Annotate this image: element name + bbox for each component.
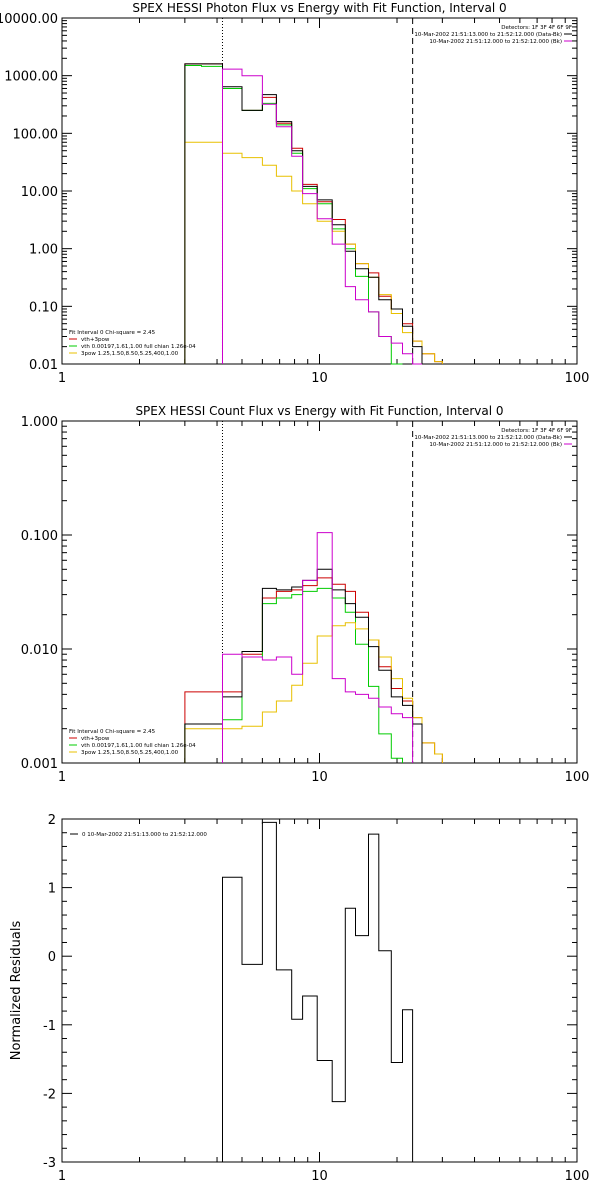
- plot-frame: [61, 420, 578, 764]
- plot-frame: [61, 818, 578, 1163]
- chart-title: SPEX HESSI Count Flux vs Energy with Fit…: [135, 404, 503, 418]
- legend-entry: 3pow 1.25,1.50,8.50,5.25,400,1.00: [81, 750, 179, 756]
- y-tick-label: 0.001: [21, 757, 58, 772]
- legend-right-entry: Detectors: 1F 3F 4F 6F 9F: [501, 428, 572, 434]
- series-vth-3pow: [184, 577, 443, 763]
- y-tick-label: 10.00: [21, 185, 58, 200]
- legend-right-entry: 10-Mar-2002 21:51:13.000 to 21:52:12.000…: [414, 32, 562, 38]
- fit-info: Fit Interval 0 Chi-square = 2.45: [69, 330, 156, 336]
- legend-entry: vth+3pow: [81, 736, 110, 742]
- y-tick-label: 0: [48, 950, 56, 965]
- series-background: [222, 68, 422, 365]
- series-3pow-1-25-1-50-8-50-5-25-400-1-00: [184, 141, 443, 364]
- y-axis-label: Normalized Residuals: [9, 921, 24, 1061]
- y-tick-label: 1: [48, 882, 56, 897]
- x-tick-label: 100: [565, 770, 590, 785]
- y-tick-label: 10000.00: [0, 12, 58, 27]
- legend-entry: 0 10-Mar-2002 21:51:13.000 to 21:52:12.0…: [82, 832, 207, 838]
- y-tick-label: 0.10: [29, 300, 58, 315]
- x-tick-label: 100: [565, 1169, 590, 1184]
- series-3pow-1-25-1-50-8-50-5-25-400-1-00: [184, 622, 443, 763]
- series-background: [222, 532, 414, 763]
- y-tick-label: 0.100: [21, 529, 58, 544]
- count-flux-panel: SPEX HESSI Count Flux vs Energy with Fit…: [21, 404, 590, 785]
- x-tick-label: 1: [58, 770, 66, 785]
- legend-right-entry: 10-Mar-2002 21:51:12.000 to 21:52:12.000…: [429, 442, 562, 448]
- series-vth-0-00197-1-61-1-00-full-chian-1-26e-04: [184, 587, 403, 763]
- x-tick-label: 10: [311, 1169, 328, 1184]
- legend-entry: vth 0.00197,1.61,1.00 full chian 1.26e-0…: [81, 344, 196, 350]
- x-tick-label: 10: [311, 371, 328, 386]
- y-tick-label: 2: [48, 813, 56, 828]
- chart-title: SPEX HESSI Photon Flux vs Energy with Fi…: [132, 1, 506, 15]
- y-tick-label: 0.010: [21, 643, 58, 658]
- y-tick-label: 100.00: [13, 127, 59, 142]
- y-tick-label: 1.000: [21, 415, 58, 430]
- y-tick-label: 1000.00: [4, 70, 58, 85]
- series-data: [184, 63, 423, 364]
- series-vth-3pow: [184, 63, 443, 364]
- fit-info: Fit Interval 0 Chi-square = 2.45: [69, 729, 156, 735]
- y-tick-label: -1: [43, 1019, 56, 1034]
- photon-flux-panel: SPEX HESSI Photon Flux vs Energy with Fi…: [0, 1, 589, 386]
- series-vth-0-00197-1-61-1-00-full-chian-1-26e-04: [184, 65, 403, 365]
- x-tick-label: 1: [58, 1169, 66, 1184]
- plot-frame: [61, 17, 578, 365]
- y-tick-label: -2: [43, 1087, 56, 1102]
- x-tick-label: 1: [58, 371, 66, 386]
- legend-right-entry: 10-Mar-2002 21:51:13.000 to 21:52:12.000…: [414, 435, 562, 441]
- x-tick-label: 10: [311, 770, 328, 785]
- y-tick-label: 1.00: [29, 243, 58, 258]
- legend-right-entry: Detectors: 1F 3F 4F 6F 9F: [501, 25, 572, 31]
- x-tick-label: 100: [565, 371, 590, 386]
- legend-entry: 3pow 1.25,1.50,8.50,5.25,400,1.00: [81, 351, 179, 357]
- y-tick-label: -3: [43, 1156, 56, 1171]
- legend-entry: vth 0.00197,1.61,1.00 full chian 1.26e-0…: [81, 743, 196, 749]
- y-tick-label: 0.01: [29, 358, 58, 373]
- legend-entry: vth+3pow: [81, 337, 110, 343]
- series-residuals: [222, 821, 414, 1162]
- legend-right-entry: 10-Mar-2002 21:51:12.000 to 21:52:12.000…: [429, 39, 562, 45]
